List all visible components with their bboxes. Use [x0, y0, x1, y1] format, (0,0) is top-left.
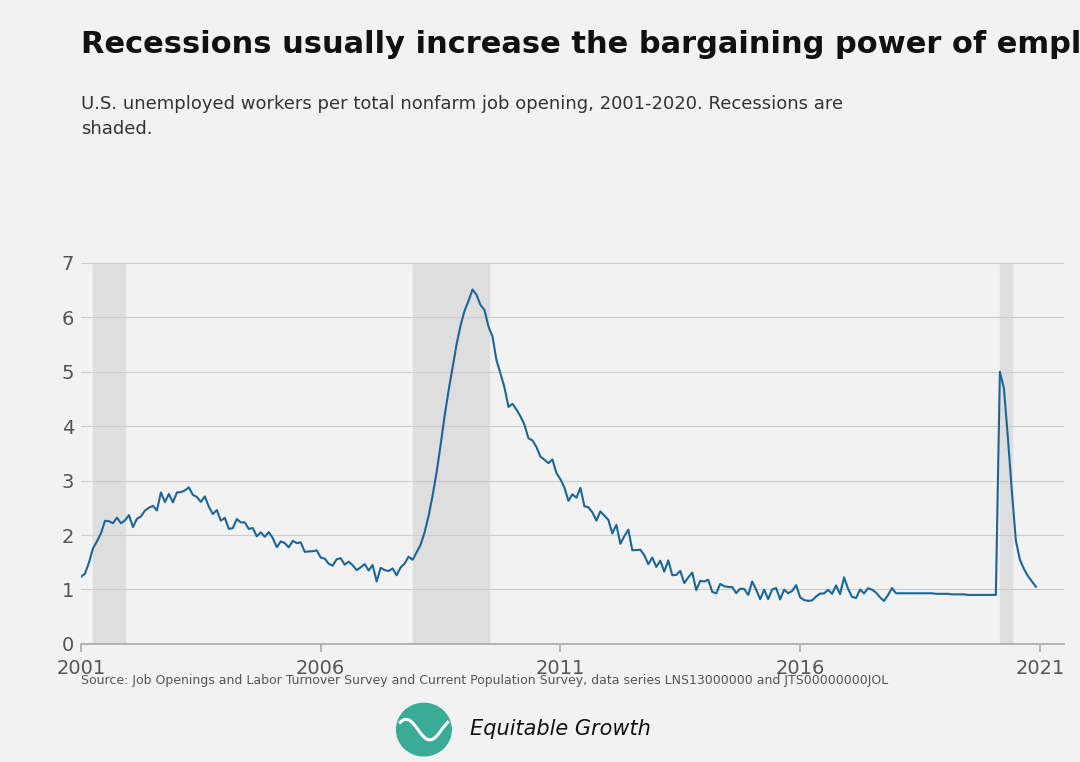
Circle shape — [396, 703, 451, 756]
Bar — [1000, 263, 1012, 644]
Bar — [93, 263, 125, 644]
Text: Source: Job Openings and Labor Turnover Survey and Current Population Survey, da: Source: Job Openings and Labor Turnover … — [81, 674, 888, 687]
Bar — [413, 263, 488, 644]
Text: U.S. unemployed workers per total nonfarm job opening, 2001-2020. Recessions are: U.S. unemployed workers per total nonfar… — [81, 95, 843, 138]
Text: Recessions usually increase the bargaining power of employers: Recessions usually increase the bargaini… — [81, 30, 1080, 59]
Text: Equitable Growth: Equitable Growth — [470, 719, 650, 739]
